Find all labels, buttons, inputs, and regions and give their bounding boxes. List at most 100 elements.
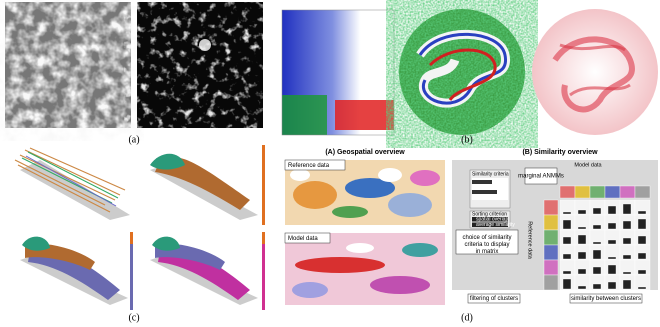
sort-option-label: average similarity (476, 222, 515, 228)
matrix-glyph (622, 279, 632, 290)
region (388, 193, 432, 217)
sort-option[interactable] (472, 222, 508, 228)
plot-frame (281, 9, 395, 136)
row-header (543, 229, 559, 246)
matrix-glyph (577, 251, 587, 260)
panel-d: (A) Geospatial overview (B) Similarity o… (284, 149, 658, 323)
matrix-glyph (577, 268, 587, 275)
matrix-glyph (592, 241, 602, 245)
flow-line (428, 48, 497, 101)
color-bar (262, 232, 265, 310)
render-surface (150, 153, 258, 220)
surface (150, 153, 185, 170)
matrix-glyph (607, 264, 617, 275)
flow-line (559, 43, 631, 97)
land (290, 169, 310, 181)
streamlines (25, 155, 117, 207)
column-header (634, 185, 651, 199)
column-header (559, 185, 576, 199)
matrix-glyph (562, 278, 572, 290)
similarity-title: (B) Similarity overview (522, 149, 598, 156)
matrix-glyph (607, 239, 617, 245)
matrix-glyph (622, 220, 632, 230)
reference-label: Reference data (288, 163, 330, 169)
matrix-glyph (577, 226, 587, 230)
matrix-glyph (592, 207, 602, 215)
annotation: choice of similarity criteria to display i… (462, 235, 511, 255)
column-header (589, 185, 606, 199)
region (332, 206, 368, 218)
matrix-glyph (622, 271, 632, 275)
color-bar (130, 232, 133, 244)
sort-option-label: spatial overlap (476, 217, 508, 223)
annotation-box (569, 293, 643, 304)
geospatial-title: (A) Geospatial overview (325, 149, 405, 156)
matrix-glyph (637, 269, 647, 275)
matrix-cell (634, 274, 651, 291)
region (402, 243, 438, 257)
annotation-line: criteria to display (464, 242, 509, 248)
land (378, 168, 402, 182)
reference-axis-label: Reference data (527, 221, 533, 260)
flow-line (418, 32, 507, 105)
annotation-line: in matrix (476, 249, 499, 255)
panel-c: (c) (14, 145, 265, 323)
matrix-glyph (592, 266, 602, 275)
label: (d) (461, 312, 473, 323)
column-header (574, 185, 591, 199)
matrix-glyph (577, 285, 587, 290)
label-box (284, 159, 346, 171)
label: (b) (461, 134, 473, 145)
surface (25, 243, 95, 270)
sort-option[interactable] (472, 217, 508, 222)
streamlines (14, 147, 126, 213)
annotation-box (467, 293, 521, 304)
matrix-glyph (562, 236, 572, 245)
render-lines (14, 147, 130, 220)
row-header (543, 199, 559, 216)
surface (155, 156, 250, 210)
annotation: marginal ANMMs (518, 174, 564, 180)
matrix (543, 185, 651, 291)
model-axis-label: Model data (574, 162, 602, 168)
model-label: Model data (288, 236, 318, 242)
label: (c) (128, 312, 139, 323)
map-reference: Reference data (284, 159, 445, 225)
annotation: filtering of clusters (470, 296, 518, 302)
image-texture (5, 2, 131, 128)
row-header (543, 259, 559, 276)
sort-title: Sorting criterion (472, 211, 507, 217)
panel-b: (b) (281, 9, 658, 145)
annotation-line: choice of similarity (462, 235, 511, 241)
color-bar (262, 232, 265, 244)
column-header (619, 185, 636, 199)
matrix-glyph (607, 205, 617, 215)
region (295, 257, 385, 273)
matrix-glyph (577, 209, 587, 215)
matrix-glyph (577, 234, 587, 245)
map-model: Model data (284, 232, 445, 305)
color-bar (130, 232, 133, 310)
region (410, 170, 440, 186)
color-bar (262, 145, 265, 225)
matrix-glyph (607, 256, 617, 260)
shadow (150, 165, 258, 220)
render-pink (150, 232, 265, 310)
matrix-glyph (637, 252, 647, 260)
matrix-glyph (562, 211, 572, 215)
similarity-view: Similarity criteria Sorting criterion sp… (452, 160, 658, 304)
flow-line (552, 36, 635, 113)
matrix-glyph (637, 218, 647, 230)
matrix-glyph (637, 235, 647, 245)
label: (a) (128, 134, 139, 145)
row-header (543, 244, 559, 261)
surface (28, 249, 120, 300)
matrix-glyph (637, 286, 647, 290)
criteria-title: Similarity criteria (472, 171, 509, 177)
land (346, 243, 374, 253)
label-box (284, 232, 331, 244)
column-header (604, 185, 621, 199)
green-region (282, 95, 327, 135)
criteria-item (472, 190, 497, 194)
